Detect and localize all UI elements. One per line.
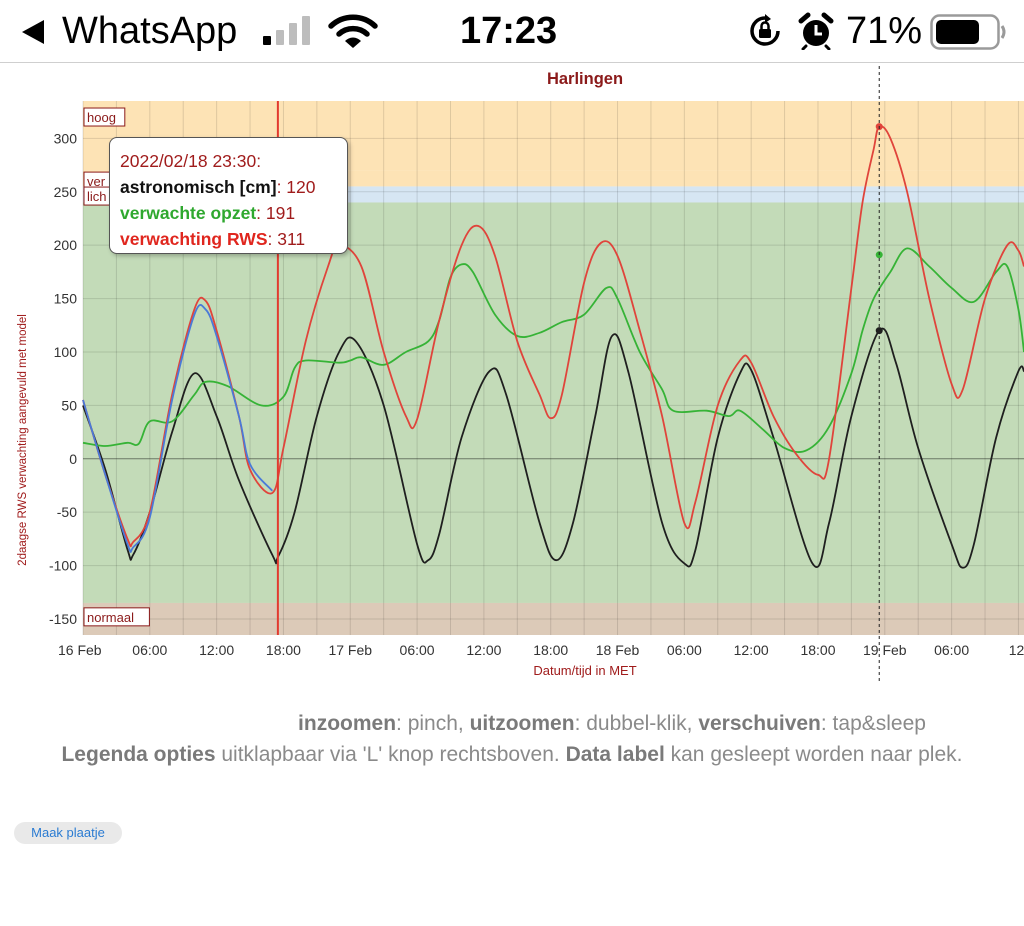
band-normaal xyxy=(83,602,1024,635)
x-axis-label: Datum/tijd in MET xyxy=(533,663,636,678)
rotation-lock-icon xyxy=(750,14,780,46)
tooltip-header: 2022/02/18 23:30: xyxy=(120,151,262,171)
tooltip-label: verwachte opzet xyxy=(120,203,257,223)
help-desc: : pinch, xyxy=(396,712,470,735)
chart-axes: -150 -100 -50 0 50 100 150 200 250 300 16 Feb 06:00… xyxy=(49,66,1024,684)
chart-title: Harlingen xyxy=(547,70,623,88)
help-line-1: inzoomen: pinch, uitzoomen: dubbel-klik,… xyxy=(0,708,1024,739)
x-tick-label: 18:00 xyxy=(533,642,568,658)
battery-percentage: 71% xyxy=(846,10,923,52)
x-tick-label: 12:00 xyxy=(199,642,234,658)
clock-time: 17:23 xyxy=(460,10,558,52)
band-label-normaal: normaal xyxy=(87,610,134,625)
x-tick-label: 12:00 xyxy=(466,642,501,658)
status-bar: WhatsApp 17:23 71% xyxy=(0,0,1024,63)
x-tick-label: 18 Feb xyxy=(596,642,640,658)
help-term: uitzoomen xyxy=(469,712,575,735)
y-tick-label: 200 xyxy=(54,237,78,253)
y-tick-label: 0 xyxy=(69,451,77,467)
y-tick-label: 50 xyxy=(61,397,77,413)
y-tick-label: -50 xyxy=(57,504,77,520)
alarm-clock-icon xyxy=(798,12,834,50)
band-label-lich: lich xyxy=(87,189,107,204)
y-tick-label: -150 xyxy=(49,611,77,627)
x-tick-label: 17 Feb xyxy=(328,642,372,658)
series-verwachte-opzet-line xyxy=(82,247,1024,453)
help-text: inzoomen: pinch, uitzoomen: dubbel-klik,… xyxy=(0,708,1024,770)
x-tick-label: 19 Feb xyxy=(863,642,907,658)
x-tick-label: 06:00 xyxy=(667,642,702,658)
series-blue-line xyxy=(82,304,273,553)
band-label-box xyxy=(83,107,126,127)
help-desc: : tap&sleep xyxy=(820,712,926,735)
data-label-tooltip[interactable]: 2022/02/18 23:30: astronomisch [cm]: 120… xyxy=(109,137,348,254)
tooltip-label: verwachting RWS xyxy=(120,229,268,249)
wifi-icon xyxy=(328,14,378,48)
help-desc: kan gesleept worden naar plek. xyxy=(664,743,963,766)
tooltip-row-rws: verwachting RWS: 311 xyxy=(120,229,306,249)
battery-icon xyxy=(930,14,1006,50)
y-tick-label: 100 xyxy=(54,344,78,360)
help-term: Legenda opties xyxy=(61,743,216,766)
x-tick-label: 18:00 xyxy=(800,642,835,658)
series-astronomisch-line xyxy=(82,327,1024,569)
y-tick-label: 250 xyxy=(54,184,78,200)
help-term: Data label xyxy=(565,743,665,766)
x-tick-label: 12: xyxy=(1009,642,1024,658)
y-tick-label: 150 xyxy=(54,291,78,307)
x-tick-label: 06:00 xyxy=(400,642,435,658)
make-image-button[interactable]: Maak plaatje xyxy=(14,822,122,844)
x-tick-label: 18:00 xyxy=(266,642,301,658)
tooltip-row-astronomisch: astronomisch [cm]: 120 xyxy=(120,177,316,197)
tooltip-value: 120 xyxy=(286,177,316,197)
band-normal-range xyxy=(83,202,1024,603)
band-label-box xyxy=(83,607,150,627)
tooltip-row-opzet: verwachte opzet: 191 xyxy=(120,203,296,223)
help-term: verschuiven xyxy=(698,712,821,735)
back-arrow-icon[interactable] xyxy=(22,20,44,44)
help-term: inzoomen xyxy=(298,712,397,735)
y-tick-label: 300 xyxy=(54,130,78,146)
tooltip-value: 311 xyxy=(277,229,306,249)
x-tick-label: 12:00 xyxy=(734,642,769,658)
x-tick-label: 16 Feb xyxy=(58,642,102,658)
y-tick-label: -100 xyxy=(49,558,77,574)
tooltip-value: 191 xyxy=(265,203,296,223)
help-desc: : dubbel-klik, xyxy=(574,712,699,735)
tooltip-label: astronomisch [cm] xyxy=(120,177,277,197)
band-label-ver: ver xyxy=(87,174,106,189)
help-line-2: Legenda opties uitklapbaar via 'L' knop … xyxy=(0,739,1024,770)
help-desc: uitklapbaar via 'L' knop rechtsboven. xyxy=(215,743,566,766)
band-label-hoog: hoog xyxy=(87,110,116,125)
x-tick-label: 06:00 xyxy=(934,642,969,658)
back-app-label[interactable]: WhatsApp xyxy=(62,10,238,52)
x-tick-label: 06:00 xyxy=(132,642,167,658)
y-axis-label: 2daagse RWS verwachting aangevuld met mo… xyxy=(17,314,29,566)
